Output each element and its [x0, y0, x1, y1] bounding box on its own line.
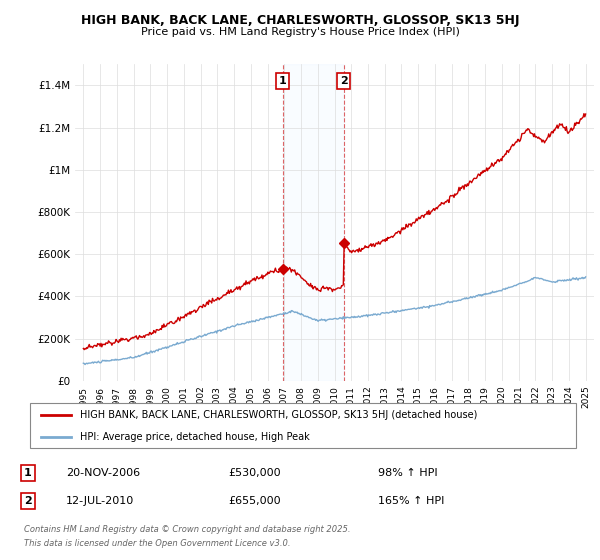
Text: 98% ↑ HPI: 98% ↑ HPI: [378, 468, 437, 478]
Text: Contains HM Land Registry data © Crown copyright and database right 2025.: Contains HM Land Registry data © Crown c…: [24, 525, 350, 534]
Text: This data is licensed under the Open Government Licence v3.0.: This data is licensed under the Open Gov…: [24, 539, 290, 548]
Text: 12-JUL-2010: 12-JUL-2010: [66, 496, 134, 506]
Text: 1: 1: [279, 76, 286, 86]
Text: HIGH BANK, BACK LANE, CHARLESWORTH, GLOSSOP, SK13 5HJ (detached house): HIGH BANK, BACK LANE, CHARLESWORTH, GLOS…: [80, 409, 477, 419]
Text: HPI: Average price, detached house, High Peak: HPI: Average price, detached house, High…: [80, 432, 310, 442]
Text: 2: 2: [24, 496, 32, 506]
Text: HIGH BANK, BACK LANE, CHARLESWORTH, GLOSSOP, SK13 5HJ: HIGH BANK, BACK LANE, CHARLESWORTH, GLOS…: [81, 14, 519, 27]
FancyBboxPatch shape: [29, 403, 577, 448]
Text: £530,000: £530,000: [228, 468, 281, 478]
Bar: [283, 64, 344, 381]
Text: £655,000: £655,000: [228, 496, 281, 506]
Text: 2: 2: [340, 76, 347, 86]
Text: 1: 1: [24, 468, 32, 478]
Text: 20-NOV-2006: 20-NOV-2006: [66, 468, 140, 478]
Text: Price paid vs. HM Land Registry's House Price Index (HPI): Price paid vs. HM Land Registry's House …: [140, 27, 460, 37]
Text: 165% ↑ HPI: 165% ↑ HPI: [378, 496, 445, 506]
